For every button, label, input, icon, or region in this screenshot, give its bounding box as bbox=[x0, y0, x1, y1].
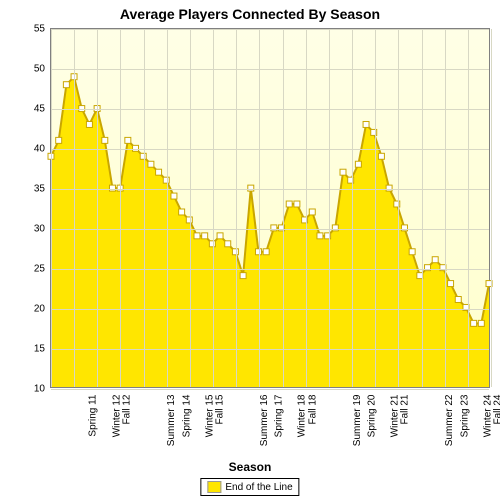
series-area bbox=[51, 29, 489, 387]
series-marker bbox=[309, 209, 315, 215]
gridline-v bbox=[213, 29, 214, 387]
series-marker bbox=[355, 161, 361, 167]
gridline-v bbox=[306, 29, 307, 387]
x-tick-label: Spring 20 bbox=[366, 395, 377, 438]
y-tick-label: 35 bbox=[34, 184, 45, 195]
series-marker bbox=[156, 169, 162, 175]
y-tick-label: 50 bbox=[34, 64, 45, 75]
gridline-h bbox=[51, 69, 489, 70]
gridline-v bbox=[236, 29, 237, 387]
y-tick-label: 15 bbox=[34, 344, 45, 355]
legend-swatch bbox=[207, 481, 221, 493]
series-marker bbox=[63, 82, 69, 88]
x-tick-label: Spring 23 bbox=[459, 395, 470, 438]
series-marker bbox=[263, 249, 269, 255]
gridline-h bbox=[51, 229, 489, 230]
series-marker bbox=[448, 281, 454, 287]
gridline-v bbox=[468, 29, 469, 387]
series-area-fill bbox=[51, 77, 489, 387]
x-tick-label: Summer 16 bbox=[259, 395, 270, 447]
series-marker bbox=[294, 201, 300, 207]
gridline-h bbox=[51, 309, 489, 310]
gridline-v bbox=[352, 29, 353, 387]
y-tick-label: 25 bbox=[34, 264, 45, 275]
series-marker bbox=[363, 121, 369, 127]
x-tick-label: Fall 15 bbox=[214, 395, 225, 425]
gridline-v bbox=[329, 29, 330, 387]
series-marker bbox=[455, 297, 461, 303]
series-marker bbox=[240, 273, 246, 279]
series-marker bbox=[102, 137, 108, 143]
gridline-v bbox=[74, 29, 75, 387]
gridline-v bbox=[283, 29, 284, 387]
plot-area: 10152025303540455055Spring 11Winter 12Fa… bbox=[50, 28, 490, 388]
series-marker bbox=[171, 193, 177, 199]
y-tick-label: 55 bbox=[34, 24, 45, 35]
x-tick-label: Winter 15 bbox=[204, 395, 215, 438]
y-tick-label: 30 bbox=[34, 224, 45, 235]
gridline-v bbox=[259, 29, 260, 387]
gridline-v bbox=[51, 29, 52, 387]
series-marker bbox=[202, 233, 208, 239]
x-tick-label: Summer 22 bbox=[445, 395, 456, 447]
x-tick-label: Summer 13 bbox=[167, 395, 178, 447]
x-tick-label: Summer 19 bbox=[352, 395, 363, 447]
series-marker bbox=[286, 201, 292, 207]
series-marker bbox=[179, 209, 185, 215]
gridline-h bbox=[51, 29, 489, 30]
gridline-v bbox=[120, 29, 121, 387]
chart-container: Average Players Connected By Season Play… bbox=[0, 0, 500, 500]
gridline-h bbox=[51, 269, 489, 270]
gridline-v bbox=[97, 29, 98, 387]
x-tick-label: Fall 24 bbox=[492, 395, 500, 425]
series-marker bbox=[340, 169, 346, 175]
gridline-h bbox=[51, 109, 489, 110]
gridline-h bbox=[51, 349, 489, 350]
series-marker bbox=[56, 137, 62, 143]
chart-title: Average Players Connected By Season bbox=[0, 6, 500, 22]
legend: End of the Line bbox=[200, 478, 299, 496]
gridline-h bbox=[51, 149, 489, 150]
x-tick-label: Fall 21 bbox=[400, 395, 411, 425]
x-tick-label: Winter 24 bbox=[482, 395, 493, 438]
gridline-v bbox=[375, 29, 376, 387]
series-marker bbox=[478, 320, 484, 326]
series-marker bbox=[148, 161, 154, 167]
series-marker bbox=[432, 257, 438, 263]
x-tick-label: Fall 12 bbox=[122, 395, 133, 425]
series-marker bbox=[409, 249, 415, 255]
gridline-h bbox=[51, 389, 489, 390]
x-axis-title: Season bbox=[0, 460, 500, 474]
x-tick-label: Spring 17 bbox=[274, 395, 285, 438]
gridline-h bbox=[51, 189, 489, 190]
series-marker bbox=[378, 153, 384, 159]
gridline-v bbox=[445, 29, 446, 387]
series-marker bbox=[125, 137, 131, 143]
series-marker bbox=[317, 233, 323, 239]
gridline-v bbox=[422, 29, 423, 387]
gridline-v bbox=[398, 29, 399, 387]
series-marker bbox=[225, 241, 231, 247]
y-tick-label: 20 bbox=[34, 304, 45, 315]
x-tick-label: Fall 18 bbox=[307, 395, 318, 425]
y-tick-label: 10 bbox=[34, 384, 45, 395]
series-marker bbox=[217, 233, 223, 239]
legend-label: End of the Line bbox=[225, 482, 292, 493]
x-tick-label: Spring 11 bbox=[88, 395, 99, 437]
series-marker bbox=[194, 233, 200, 239]
x-tick-label: Winter 18 bbox=[297, 395, 308, 438]
series-marker bbox=[471, 320, 477, 326]
gridline-v bbox=[190, 29, 191, 387]
gridline-v bbox=[167, 29, 168, 387]
series-marker bbox=[86, 121, 92, 127]
gridline-v bbox=[144, 29, 145, 387]
y-tick-label: 45 bbox=[34, 104, 45, 115]
gridline-v bbox=[491, 29, 492, 387]
y-tick-label: 40 bbox=[34, 144, 45, 155]
x-tick-label: Spring 14 bbox=[181, 395, 192, 438]
